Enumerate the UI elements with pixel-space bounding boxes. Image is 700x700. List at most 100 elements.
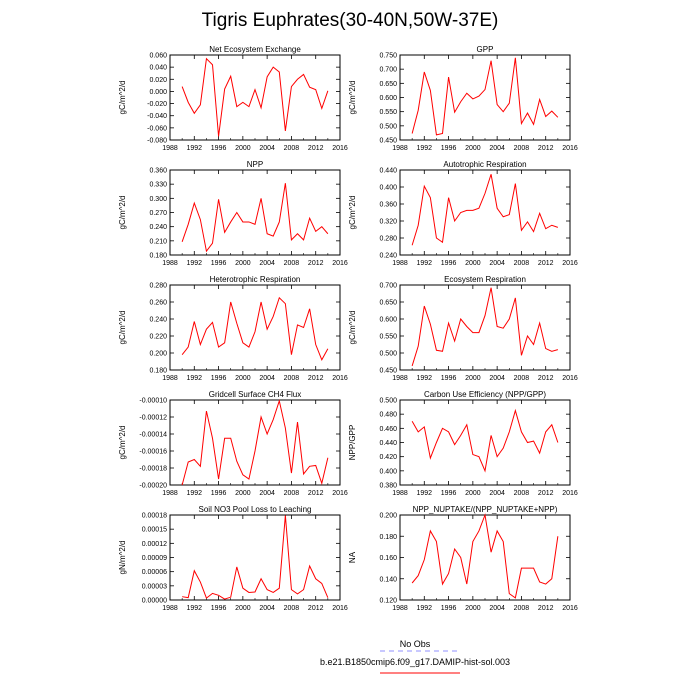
x-tick-label: 2004 bbox=[259, 490, 275, 497]
x-tick-label: 2012 bbox=[308, 605, 324, 612]
y-axis-label: NPP/GPP bbox=[348, 425, 357, 461]
y-tick-label: 0.240 bbox=[149, 317, 167, 324]
x-tick-label: 2012 bbox=[308, 145, 324, 152]
panel-title: Ecosystem Respiration bbox=[444, 275, 526, 284]
panel-title: Net Ecosystem Exchange bbox=[209, 45, 301, 54]
x-tick-label: 2012 bbox=[538, 375, 554, 382]
x-tick-label: 1992 bbox=[186, 605, 202, 612]
y-tick-label: 0.00003 bbox=[142, 583, 167, 590]
x-tick-label: 1996 bbox=[441, 145, 457, 152]
y-axis-label: gC/m^2/d bbox=[118, 311, 127, 345]
x-tick-label: 1996 bbox=[211, 605, 227, 612]
x-tick-label: 1988 bbox=[162, 490, 178, 497]
x-tick-label: 2016 bbox=[562, 145, 578, 152]
x-tick-label: 2000 bbox=[235, 260, 251, 267]
series-line bbox=[411, 408, 559, 473]
x-tick-label: 2008 bbox=[284, 375, 300, 382]
plot-frame bbox=[169, 399, 341, 486]
y-tick-label: 0.360 bbox=[379, 202, 397, 209]
y-tick-label: 0.180 bbox=[149, 253, 167, 260]
x-tick-label: 2000 bbox=[235, 490, 251, 497]
panel-net-ecosystem-exchange: Net Ecosystem Exchange gC/m^2/d 1988 1992 19… bbox=[118, 45, 348, 152]
y-tick-label: 0.750 bbox=[379, 53, 397, 60]
x-tick-label: 1992 bbox=[416, 260, 432, 267]
x-tick-label: 1996 bbox=[211, 490, 227, 497]
x-tick-label: 1992 bbox=[186, 145, 202, 152]
x-tick-label: 2000 bbox=[235, 375, 251, 382]
x-tick-label: 2016 bbox=[332, 375, 348, 382]
y-tick-label: 0.060 bbox=[149, 53, 167, 60]
y-tick-label: 0.380 bbox=[379, 483, 397, 490]
legend-label-no-obs: No Obs bbox=[399, 639, 431, 649]
panel-title: NPP bbox=[247, 160, 263, 169]
x-tick-label: 2016 bbox=[562, 375, 578, 382]
x-tick-label: 1996 bbox=[211, 375, 227, 382]
legend-label-model-run: b.e21.B1850cmip6.f09_g17.DAMIP-hist-sol.… bbox=[319, 657, 511, 667]
x-tick-label: 1988 bbox=[162, 375, 178, 382]
panel-title: Heterotrophic Respiration bbox=[210, 275, 301, 284]
y-tick-label: 0.550 bbox=[379, 334, 397, 341]
x-tick-label: 1992 bbox=[416, 490, 432, 497]
panel-npp: NPP gC/m^2/d 1988 1992 1996 2000 2004 2008 2012 2… bbox=[118, 160, 348, 267]
y-tick-label: 0.000 bbox=[149, 89, 167, 96]
y-axis-label: gC/m^2/d bbox=[118, 81, 127, 115]
x-tick-label: 1992 bbox=[186, 260, 202, 267]
y-tick-label: 0.280 bbox=[379, 236, 397, 243]
x-tick-label: 1996 bbox=[441, 605, 457, 612]
y-tick-label: 0.460 bbox=[379, 426, 397, 433]
x-tick-label: 1988 bbox=[392, 375, 408, 382]
x-tick-label: 1992 bbox=[186, 375, 202, 382]
y-tick-label: 0.500 bbox=[379, 398, 397, 405]
y-tick-label: 0.700 bbox=[379, 283, 397, 290]
y-axis-label: gC/m^2/d bbox=[348, 81, 357, 115]
y-tick-label: 0.400 bbox=[379, 468, 397, 475]
x-tick-label: 1992 bbox=[416, 145, 432, 152]
x-tick-label: 2016 bbox=[332, 145, 348, 152]
x-tick-label: 2012 bbox=[308, 260, 324, 267]
series-line bbox=[411, 174, 559, 246]
y-tick-label: 0.180 bbox=[149, 368, 167, 375]
x-tick-label: 1996 bbox=[441, 375, 457, 382]
y-tick-label: 0.330 bbox=[149, 182, 167, 189]
x-tick-label: 2012 bbox=[538, 490, 554, 497]
y-tick-label: 0.210 bbox=[149, 238, 167, 245]
panel-carbon-use-efficiency-npp-gpp: Carbon Use Efficiency (NPP/GPP) NPP/GPP 19… bbox=[348, 390, 578, 497]
y-tick-label: -0.060 bbox=[147, 125, 167, 132]
y-tick-label: 0.650 bbox=[379, 81, 397, 88]
plot-frame bbox=[169, 514, 341, 601]
x-tick-label: 1988 bbox=[392, 260, 408, 267]
x-tick-label: 2004 bbox=[489, 375, 505, 382]
panel-title: Soil NO3 Pool Loss to Leaching bbox=[199, 505, 312, 514]
x-tick-label: 2012 bbox=[538, 145, 554, 152]
x-tick-label: 2008 bbox=[514, 490, 530, 497]
x-tick-label: 2012 bbox=[538, 605, 554, 612]
x-tick-label: 2012 bbox=[308, 490, 324, 497]
y-tick-label: 0.00015 bbox=[142, 527, 167, 534]
y-tick-label: -0.00010 bbox=[139, 398, 167, 405]
y-tick-label: 0.00012 bbox=[142, 541, 167, 548]
y-tick-label: 0.280 bbox=[149, 283, 167, 290]
y-tick-label: 0.450 bbox=[379, 138, 397, 145]
y-tick-label: -0.00016 bbox=[139, 449, 167, 456]
y-tick-label: -0.00018 bbox=[139, 466, 167, 473]
y-tick-label: -0.080 bbox=[147, 138, 167, 145]
y-tick-label: -0.040 bbox=[147, 113, 167, 120]
y-tick-label: 0.020 bbox=[149, 77, 167, 84]
plot-frame bbox=[169, 169, 341, 256]
series-line bbox=[182, 515, 329, 600]
panel-title: GPP bbox=[477, 45, 494, 54]
plot-frame bbox=[399, 514, 571, 601]
x-tick-label: 2004 bbox=[489, 145, 505, 152]
series-line bbox=[181, 398, 329, 486]
x-tick-label: 2012 bbox=[308, 375, 324, 382]
x-tick-label: 1992 bbox=[416, 375, 432, 382]
panel-title: Carbon Use Efficiency (NPP/GPP) bbox=[424, 390, 546, 399]
x-tick-label: 2016 bbox=[332, 605, 348, 612]
plot-frame bbox=[399, 169, 571, 256]
y-tick-label: -0.00014 bbox=[139, 432, 167, 439]
series-line bbox=[181, 57, 329, 137]
y-tick-label: 0.440 bbox=[379, 440, 397, 447]
x-tick-label: 2004 bbox=[489, 490, 505, 497]
y-tick-label: 0.360 bbox=[149, 168, 167, 175]
